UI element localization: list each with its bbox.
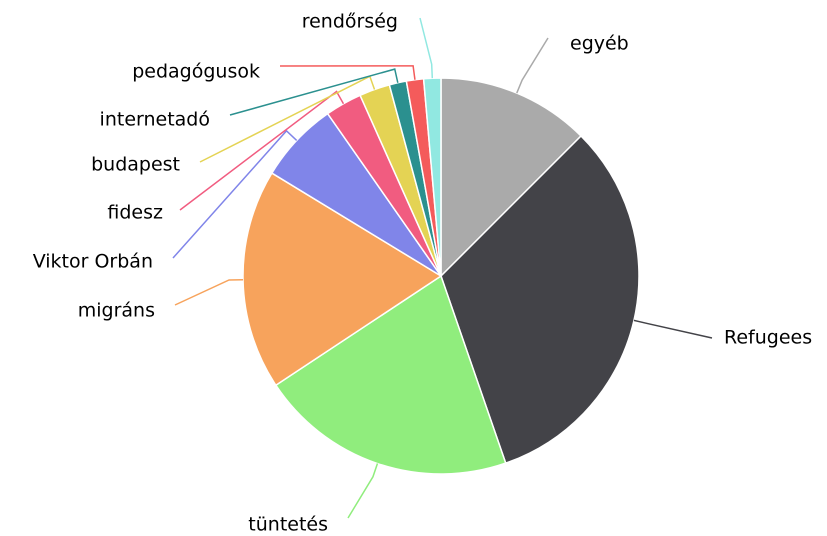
connector <box>516 37 549 94</box>
connector <box>419 17 434 79</box>
slice-label: migráns <box>78 300 155 322</box>
slice-label: budapest <box>91 154 180 176</box>
slice-label: Viktor Orbán <box>33 251 153 273</box>
slice-label: egyéb <box>570 33 629 55</box>
connector <box>229 68 399 116</box>
slice-label: tüntetés <box>248 514 328 536</box>
connector <box>347 463 379 519</box>
connector <box>179 90 345 211</box>
pie-slice <box>440 134 640 465</box>
pie-slice <box>274 274 507 475</box>
connector <box>172 129 298 259</box>
slice-label: fidesz <box>107 202 163 224</box>
connector <box>633 319 713 339</box>
slice-label: pedagógusok <box>132 61 260 83</box>
connector <box>174 278 244 306</box>
slice-label: internetadó <box>100 109 210 131</box>
pie-slice <box>440 77 583 278</box>
slice-label: Refugees <box>724 327 812 349</box>
slice-label: rendőrség <box>302 11 398 33</box>
connector <box>279 65 416 80</box>
